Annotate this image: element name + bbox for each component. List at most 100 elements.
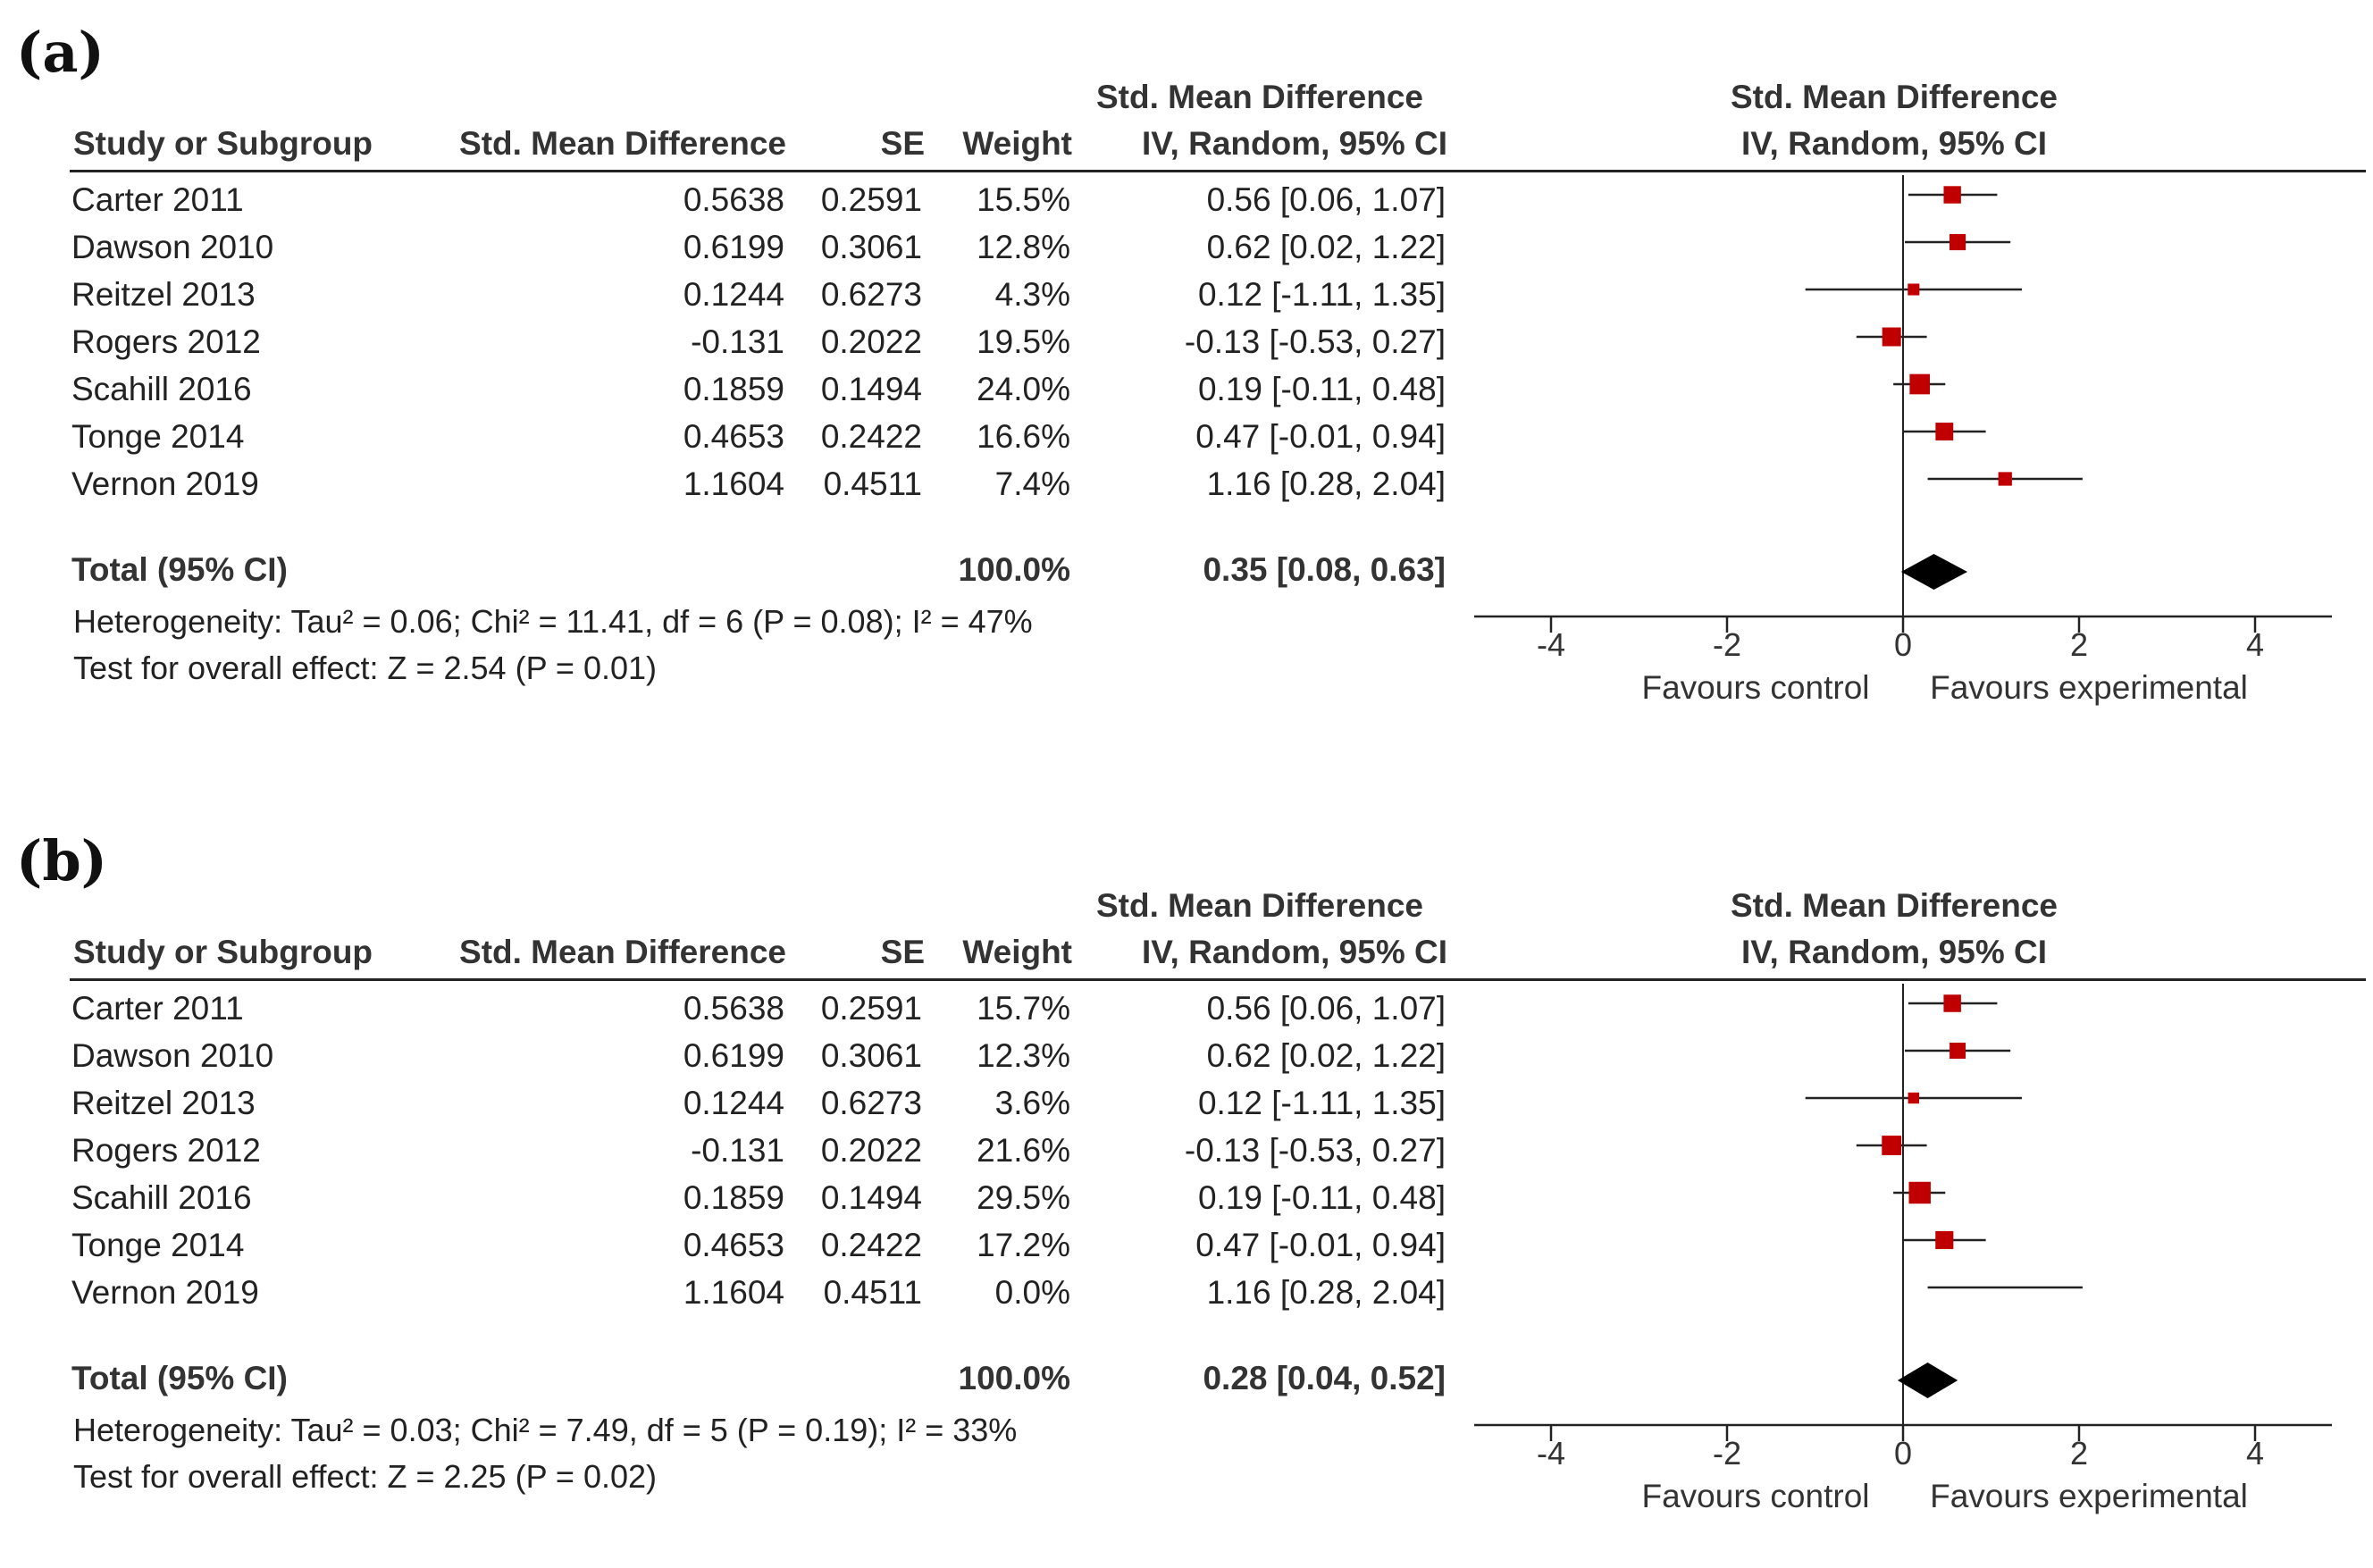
smd-value: 1.1604 <box>683 1274 784 1311</box>
pooled-effect-diamond <box>1897 1363 1958 1398</box>
header-weight: Weight <box>962 125 1072 162</box>
study-name: Rogers 2012 <box>71 323 261 360</box>
pooled-effect-diamond <box>1900 554 1968 590</box>
overall-effect-text: Test for overall effect: Z = 2.54 (P = 0… <box>73 650 658 686</box>
weight-value: 29.5% <box>977 1179 1070 1216</box>
se-value: 0.2591 <box>820 181 922 218</box>
study-name: Scahill 2016 <box>71 371 252 407</box>
ci-value: 0.12 [-1.11, 1.35] <box>1197 1085 1446 1121</box>
ci-value: 0.56 [0.06, 1.07] <box>1206 990 1446 1027</box>
smd-value: 0.4653 <box>683 1227 784 1263</box>
point-estimate-marker <box>1882 327 1901 347</box>
weight-value: 21.6% <box>977 1132 1070 1169</box>
point-estimate-marker <box>1943 994 1961 1012</box>
ci-value: -0.13 [-0.53, 0.27] <box>1184 1132 1446 1169</box>
point-estimate-marker <box>1949 233 1966 251</box>
smd-value: 0.5638 <box>683 181 784 218</box>
header-ci-bottom: IV, Random, 95% CI <box>1141 934 1447 970</box>
se-value: 0.3061 <box>820 229 922 265</box>
weight-value: 0.0% <box>994 1274 1070 1311</box>
smd-value: 0.1244 <box>683 1085 784 1121</box>
overall-effect-text: Test for overall effect: Z = 2.25 (P = 0… <box>73 1458 658 1495</box>
smd-value: 0.6199 <box>683 1037 784 1074</box>
table-row: Carter 2011 0.5638 0.2591 15.7% 0.56 [0.… <box>0 985 1465 1032</box>
ci-value: 0.56 [0.06, 1.07] <box>1206 181 1446 218</box>
smd-value: 0.4653 <box>683 418 784 455</box>
se-value: 0.3061 <box>820 1037 922 1074</box>
table-row: Vernon 2019 1.1604 0.4511 0.0% 1.16 [0.2… <box>0 1270 1465 1316</box>
weight-value: 15.5% <box>977 181 1070 218</box>
weight-value: 3.6% <box>994 1085 1070 1121</box>
weight-value: 19.5% <box>977 323 1070 360</box>
weight-value: 12.3% <box>977 1037 1070 1074</box>
study-name: Tonge 2014 <box>71 1227 245 1263</box>
weight-value: 4.3% <box>994 276 1070 313</box>
header-smd: Std. Mean Difference <box>459 934 786 970</box>
header-plot-top: Std. Mean Difference <box>1731 79 2058 115</box>
se-value: 0.4511 <box>823 465 922 502</box>
point-estimate-marker <box>1908 1181 1931 1204</box>
study-name: Tonge 2014 <box>71 418 245 455</box>
se-value: 0.2022 <box>820 1132 922 1169</box>
header-ci-bottom: IV, Random, 95% CI <box>1141 125 1447 162</box>
table-row: Tonge 2014 0.4653 0.2422 16.6% 0.47 [-0.… <box>0 414 1465 460</box>
study-name: Scahill 2016 <box>71 1179 252 1216</box>
weight-value: 16.6% <box>977 418 1070 455</box>
header-rule <box>70 170 2366 172</box>
weight-value: 24.0% <box>977 371 1070 407</box>
header-weight: Weight <box>962 934 1072 970</box>
se-value: 0.2591 <box>820 990 922 1027</box>
header-study: Study or Subgroup <box>73 934 373 970</box>
total-weight: 100.0% <box>958 551 1071 588</box>
header-plot-bottom: IV, Random, 95% CI <box>1740 934 2047 970</box>
smd-value: 0.5638 <box>683 990 784 1027</box>
x-tick-label: -2 <box>1713 1435 1741 1472</box>
header-study: Study or Subgroup <box>73 125 373 162</box>
point-estimate-marker <box>1950 1043 1966 1059</box>
se-value: 0.2022 <box>820 323 922 360</box>
study-name: Rogers 2012 <box>71 1132 261 1169</box>
heterogeneity-text: Heterogeneity: Tau² = 0.03; Chi² = 7.49,… <box>73 1412 1018 1448</box>
x-tick-label: 0 <box>1894 1435 1912 1472</box>
smd-value: 0.6199 <box>683 229 784 265</box>
ci-value: -0.13 [-0.53, 0.27] <box>1184 323 1446 360</box>
x-tick-label: 4 <box>2246 626 2264 663</box>
point-estimate-marker <box>1935 423 1954 440</box>
ci-value: 0.62 [0.02, 1.22] <box>1206 229 1446 265</box>
panel-label: (b) <box>16 828 108 893</box>
table-row: Dawson 2010 0.6199 0.3061 12.3% 0.62 [0.… <box>0 1033 1465 1079</box>
plot-marks: -4 -2 0 2 4 <box>1474 175 2332 663</box>
favours-left-label: Favours control <box>1642 669 1870 706</box>
ci-value: 0.12 [-1.11, 1.35] <box>1197 276 1446 313</box>
ci-value: 1.16 [0.28, 2.04] <box>1206 1274 1446 1311</box>
smd-value: 0.1244 <box>683 276 784 313</box>
smd-value: -0.131 <box>691 323 784 360</box>
study-name: Reitzel 2013 <box>71 1085 256 1121</box>
table-row: Rogers 2012 -0.131 0.2022 21.6% -0.13 [-… <box>0 1128 1465 1174</box>
point-estimate-marker <box>1998 472 2012 486</box>
se-value: 0.6273 <box>820 1085 922 1121</box>
smd-value: 0.1859 <box>683 371 784 407</box>
point-estimate-marker <box>1882 1136 1902 1155</box>
header-rule <box>70 978 2366 981</box>
smd-value: 0.1859 <box>683 1179 784 1216</box>
x-tick-label: 0 <box>1894 626 1912 663</box>
total-label: Total (95% CI) <box>71 551 288 588</box>
weight-value: 7.4% <box>994 465 1070 502</box>
weight-value: 17.2% <box>977 1227 1070 1263</box>
ci-value: 0.19 [-0.11, 0.48] <box>1197 371 1446 407</box>
weight-value: 15.7% <box>977 990 1070 1027</box>
header-plot-top: Std. Mean Difference <box>1731 887 2058 924</box>
study-name: Carter 2011 <box>71 181 244 218</box>
se-value: 0.2422 <box>820 418 922 455</box>
point-estimate-marker <box>1935 1230 1954 1250</box>
study-name: Dawson 2010 <box>71 1037 274 1074</box>
study-name: Dawson 2010 <box>71 229 274 265</box>
heterogeneity-text: Heterogeneity: Tau² = 0.06; Chi² = 11.41… <box>73 603 1033 640</box>
smd-value: -0.131 <box>691 1132 784 1169</box>
se-value: 0.6273 <box>820 276 922 313</box>
forest-plot: -4 -2 0 2 4 Favours control Favours experime… <box>1474 175 2332 706</box>
total-ci: 0.28 [0.04, 0.52] <box>1203 1360 1446 1396</box>
table-row: Scahill 2016 0.1859 0.1494 24.0% 0.19 [-… <box>0 366 1465 413</box>
study-name: Vernon 2019 <box>71 465 259 502</box>
